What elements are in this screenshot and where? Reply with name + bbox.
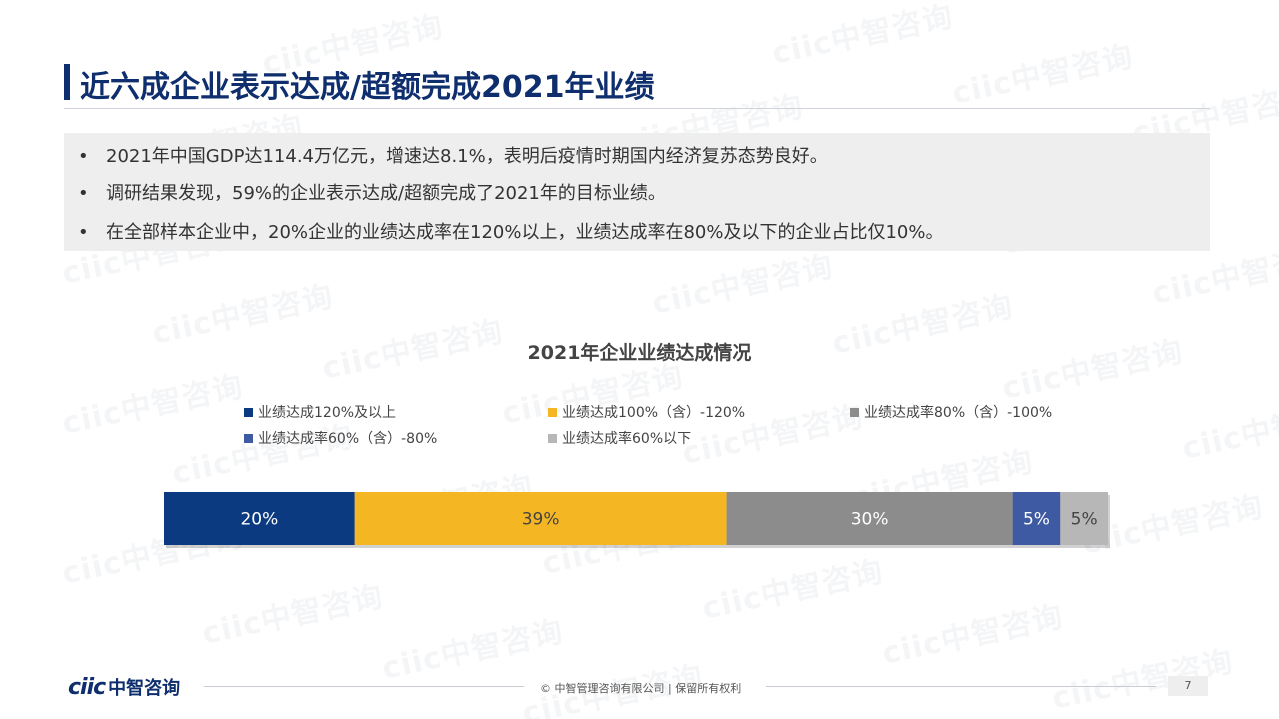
title-divider — [64, 108, 1210, 109]
legend-label: 业绩达成率60%（含）-80% — [258, 431, 438, 447]
data-label: 39% — [522, 510, 560, 530]
chart-legend: 业绩达成120%及以上 业绩达成100%（含）-120% 业绩达成率80%（含）… — [244, 402, 1144, 452]
footer-logo: ciic 中智咨询 — [68, 674, 180, 700]
legend-item: 业绩达成100%（含）-120% — [548, 402, 745, 422]
footer-divider-left — [204, 686, 524, 687]
legend-label: 业绩达成率60%以下 — [562, 431, 692, 447]
footer-copyright: © 中智管理咨询有限公司 | 保留所有权利 — [540, 682, 742, 695]
bullet-marker: • — [78, 183, 89, 204]
logo-mark: ciic — [68, 674, 106, 700]
bullet-text: 调研结果发现，59%的企业表示达成/超额完成了2021年的目标业绩。 — [106, 183, 666, 204]
watermark-text: ciic中智咨询 — [769, 0, 957, 72]
legend-item: 业绩达成率60%（含）-80% — [244, 428, 437, 448]
watermark-text: ciic中智咨询 — [879, 599, 1067, 672]
watermark-text: ciic中智咨询 — [699, 554, 887, 627]
bullet-item: • 在全部样本企业中，20%企业的业绩达成率在120%以上，业绩达成率在80%及以… — [78, 218, 943, 244]
bar-segment — [726, 492, 1013, 545]
legend-item: 业绩达成率80%（含）-100% — [850, 402, 1052, 422]
data-label: 30% — [851, 510, 889, 530]
logo-text: 中智咨询 — [108, 678, 181, 699]
legend-label: 业绩达成120%及以上 — [258, 405, 397, 421]
page-number: 7 — [1168, 676, 1208, 696]
data-label: 5% — [1023, 510, 1050, 530]
legend-swatch — [244, 433, 253, 443]
legend-swatch — [548, 407, 557, 417]
watermark-text: ciic中智咨询 — [649, 249, 837, 322]
bullet-marker: • — [78, 146, 89, 167]
legend-label: 业绩达成100%（含）-120% — [562, 405, 746, 421]
watermark-text: ciic中智咨询 — [1049, 644, 1237, 717]
title-accent-bar — [64, 64, 70, 100]
watermark-text: ciic中智咨询 — [949, 39, 1137, 112]
bullet-text: 2021年中国GDP达114.4万亿元，增速达8.1%，表明后疫情时期国内经济复… — [106, 146, 828, 167]
chart-title: 2021年企业业绩达成情况 — [527, 342, 752, 364]
bar-segment — [164, 492, 355, 545]
summary-box: • 2021年中国GDP达114.4万亿元，增速达8.1%，表明后疫情时期国内经济… — [64, 133, 1210, 251]
data-label: 20% — [240, 510, 278, 530]
legend-item: 业绩达成率60%以下 — [548, 428, 691, 448]
bullet-item: • 调研结果发现，59%的企业表示达成/超额完成了2021年的目标业绩。 — [78, 179, 666, 205]
bar-segment — [354, 492, 727, 545]
bar-segment — [1060, 492, 1108, 545]
stacked-bar-chart: 20% 39% 30% 5% 5% — [164, 492, 1110, 548]
bullet-text: 在全部样本企业中，20%企业的业绩达成率在120%以上，业绩达成率在80%及以下… — [106, 222, 944, 243]
watermark-text: ciic中智咨询 — [379, 614, 567, 687]
watermark-text: ciic中智咨询 — [199, 579, 387, 652]
page-title: 近六成企业表示达成/超额完成2021年业绩 — [80, 70, 655, 105]
watermark-text: ciic中智咨询 — [1179, 394, 1279, 467]
legend-swatch — [244, 407, 253, 417]
legend-label: 业绩达成率80%（含）-100% — [864, 405, 1053, 421]
legend-swatch — [548, 433, 557, 443]
legend-swatch — [850, 407, 859, 417]
footer-divider-right — [766, 686, 1156, 687]
legend-item: 业绩达成120%及以上 — [244, 402, 396, 422]
data-label: 5% — [1071, 510, 1098, 530]
bullet-item: • 2021年中国GDP达114.4万亿元，增速达8.1%，表明后疫情时期国内经济… — [78, 142, 828, 168]
bullet-marker: • — [78, 222, 89, 243]
watermark-text: ciic中智咨询 — [59, 369, 247, 442]
bar-segment — [1012, 492, 1061, 545]
